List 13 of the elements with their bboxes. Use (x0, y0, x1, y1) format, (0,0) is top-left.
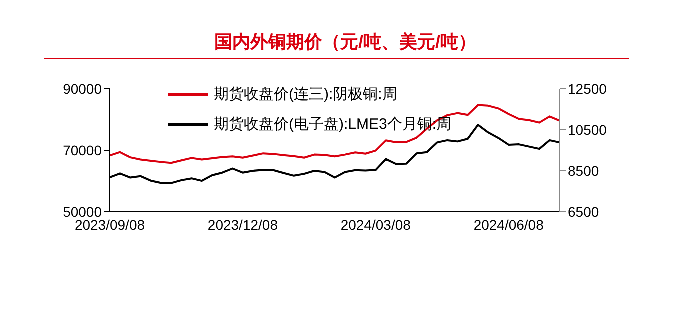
legend-label: 期货收盘价(连三):阴极铜:周 (214, 84, 398, 104)
y2-tick-label: 6500 (568, 204, 600, 220)
y2-tick-label: 8500 (568, 162, 600, 179)
y2-tick-label: 10500 (568, 122, 608, 138)
y-tick-label: 90000 (63, 80, 102, 97)
legend-label: 期货收盘价(电子盘):LME3个月铜:周 (214, 114, 452, 134)
line-series (109, 104, 561, 164)
y-tick-label: 70000 (63, 142, 102, 158)
x-tick-label: 2023/12/08 (208, 216, 278, 233)
x-tick-label: 2024/06/08 (474, 216, 544, 233)
x-tick-label: 2024/03/08 (340, 216, 412, 233)
chart-title: 国内外铜期价（元/吨、美元/吨） (213, 31, 478, 54)
y2-tick-label: 12500 (568, 80, 608, 97)
